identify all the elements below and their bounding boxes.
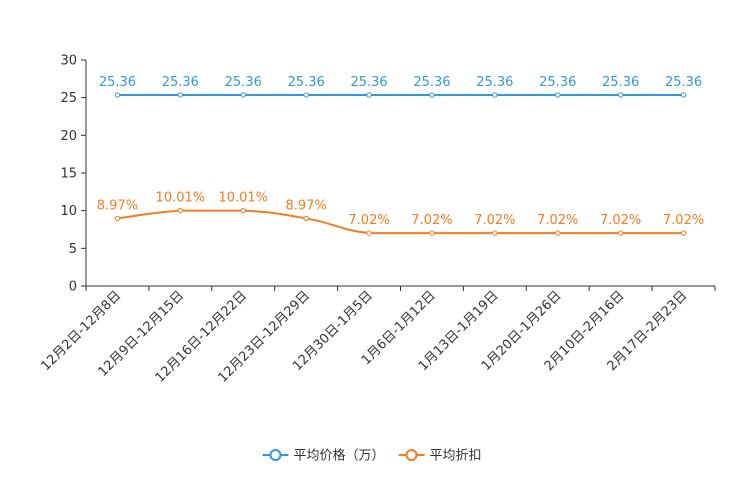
data-point: [366, 92, 372, 98]
y-tick-label: 10: [60, 204, 77, 219]
data-label: 8.97%: [97, 198, 138, 213]
data-point: [617, 230, 624, 236]
data-point: [303, 215, 309, 222]
data-point: [366, 230, 372, 236]
data-label: 25.36: [413, 75, 450, 90]
data-point: [555, 92, 561, 98]
data-label: 10.01%: [218, 191, 268, 206]
series-1: [114, 92, 687, 98]
y-tick-label: 15: [60, 167, 77, 182]
y-axis: 0 5 10 15 20 25 30: [60, 54, 87, 295]
y-tick-label: 25: [60, 91, 77, 106]
data-point: [114, 215, 121, 222]
data-point: [177, 92, 184, 98]
data-label: 25.36: [539, 75, 576, 90]
data-point: [492, 230, 498, 236]
data-label: 7.02%: [411, 213, 452, 228]
data-point: [240, 92, 246, 98]
data-point: [617, 92, 624, 98]
legend-marker-icon: [405, 449, 418, 461]
series-line: [117, 209, 684, 235]
data-label: 7.02%: [600, 213, 641, 228]
data-point: [240, 207, 246, 214]
series-2: [114, 207, 687, 236]
data-label: 7.02%: [663, 213, 704, 228]
y-tick-label: 5: [69, 242, 77, 257]
data-point: [555, 230, 561, 236]
data-label: 10.01%: [156, 191, 206, 206]
data-labels: 25.36 25.36 25.36 25.36 25.36 25.36 25.36 25.36…: [97, 75, 704, 228]
legend-label: 平均价格（万）: [294, 448, 385, 464]
legend-marker-icon: [269, 449, 282, 461]
x-axis: 12月2日-12月8日12月9日-12月15日12月16日-12月22日12月2…: [38, 285, 716, 386]
y-tick-label: 30: [60, 54, 77, 69]
data-point: [303, 92, 309, 98]
data-label: 25.36: [602, 75, 639, 90]
legend-label: 平均折扣: [430, 449, 482, 464]
data-label: 25.36: [665, 75, 702, 90]
data-point: [680, 92, 687, 98]
legend-item-1: 平均价格（万）: [262, 448, 385, 464]
series-layer: [114, 92, 687, 236]
data-label: 8.97%: [285, 198, 326, 213]
data-label: 25.36: [225, 75, 262, 90]
legend: 平均价格（万） 平均折扣: [262, 448, 482, 464]
data-label: 25.36: [99, 75, 136, 90]
y-tick-label: 0: [69, 280, 77, 295]
data-label: 25.36: [162, 75, 199, 90]
y-tick-label: 20: [60, 129, 77, 144]
data-point: [429, 92, 435, 98]
data-point: [492, 92, 498, 98]
data-label: 7.02%: [474, 213, 515, 228]
data-label: 7.02%: [537, 213, 578, 228]
legend-item-2: 平均折扣: [398, 449, 482, 464]
data-label: 7.02%: [348, 213, 389, 228]
data-point: [429, 230, 435, 236]
data-point: [680, 230, 687, 236]
data-label: 25.36: [350, 75, 387, 90]
data-point: [114, 92, 121, 98]
data-label: 25.36: [288, 75, 325, 90]
data-point: [177, 207, 184, 214]
data-label: 25.36: [476, 75, 513, 90]
